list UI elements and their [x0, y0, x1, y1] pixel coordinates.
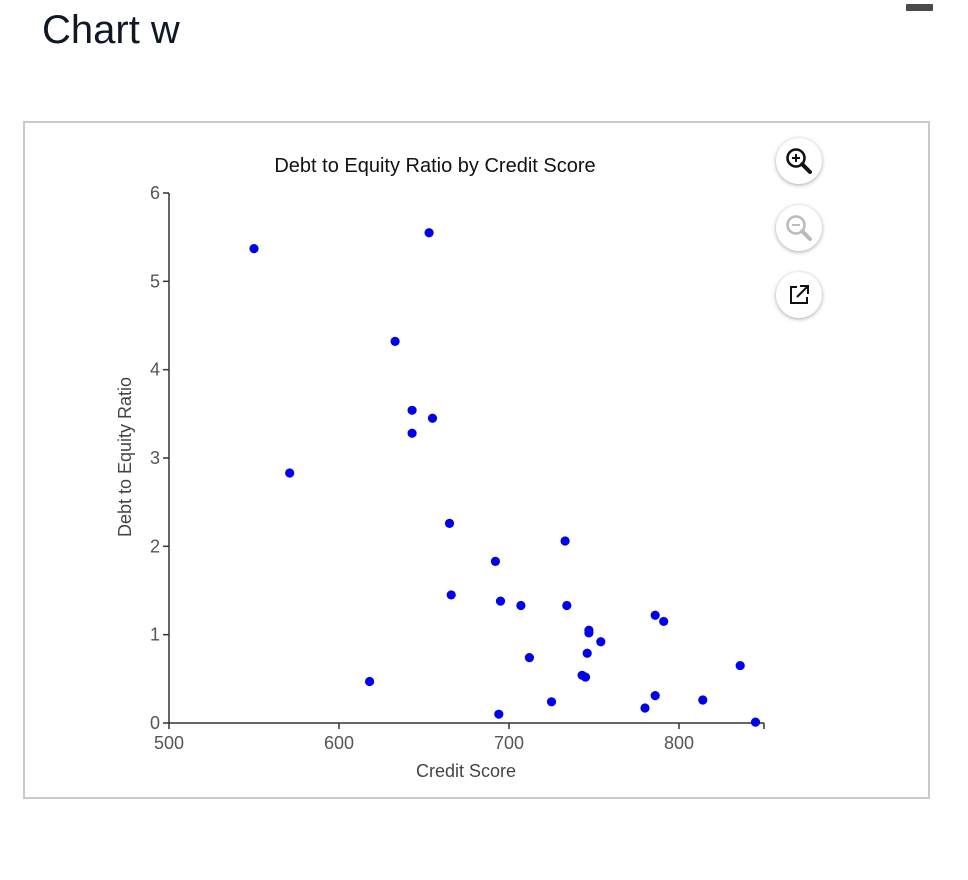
data-point — [596, 637, 606, 647]
y-axis-label: Debt to Equity Ratio — [115, 377, 135, 537]
zoom-in-icon — [786, 148, 812, 174]
data-point — [424, 228, 434, 238]
data-point — [524, 653, 534, 663]
zoom-out-icon — [786, 215, 812, 241]
x-axis-label: Credit Score — [416, 761, 516, 781]
data-point — [560, 536, 570, 546]
data-point — [546, 697, 557, 707]
data-point — [750, 717, 761, 727]
data-point — [490, 556, 500, 566]
data-point — [584, 625, 594, 635]
y-tick-label: 1 — [150, 625, 160, 645]
x-tick-label: 500 — [154, 733, 184, 753]
data-point — [580, 672, 591, 682]
y-tick-label: 0 — [150, 713, 160, 733]
scatter-chart: Debt to Equity Ratio by Credit Score 0 1 2… — [115, 155, 765, 781]
zoom-out-button[interactable] — [776, 205, 822, 251]
open-external-button[interactable] — [776, 272, 822, 318]
data-point — [735, 660, 745, 671]
data-point — [516, 600, 526, 611]
data-points — [249, 228, 761, 727]
y-tick-label: 3 — [150, 448, 160, 468]
data-point — [495, 596, 506, 606]
chart-frame: Debt to Equity Ratio by Credit Score 0 1 2… — [23, 121, 930, 799]
y-tick-label: 5 — [150, 271, 160, 291]
data-point — [494, 709, 504, 719]
chart-title: Debt to Equity Ratio by Credit Score — [274, 155, 595, 177]
data-point — [407, 428, 417, 438]
minimize-bar-icon[interactable] — [906, 4, 933, 11]
data-point — [582, 648, 592, 658]
y-tick-label: 2 — [150, 536, 160, 556]
page-title: Chart w — [42, 8, 180, 52]
data-point — [650, 610, 660, 620]
data-point — [427, 413, 438, 423]
data-point — [365, 676, 375, 687]
zoom-in-button[interactable] — [776, 138, 822, 184]
data-point — [444, 518, 455, 528]
data-point — [650, 691, 660, 701]
data-point — [659, 616, 669, 627]
y-axis: 0 1 2 3 4 5 6 — [150, 183, 170, 733]
y-tick-label: 6 — [150, 183, 160, 203]
x-tick-label: 700 — [494, 733, 524, 753]
data-point — [562, 600, 572, 611]
data-point — [249, 244, 259, 254]
data-point — [698, 695, 708, 705]
data-point — [407, 405, 417, 415]
data-point — [446, 590, 456, 600]
data-point — [285, 468, 295, 478]
x-axis: 500 600 700 800 — [154, 722, 765, 753]
data-point — [640, 703, 650, 713]
x-tick-label: 800 — [664, 733, 694, 753]
y-tick-label: 4 — [150, 360, 160, 380]
x-tick-label: 600 — [324, 733, 354, 753]
data-point — [390, 336, 400, 346]
open-external-icon — [790, 285, 809, 304]
